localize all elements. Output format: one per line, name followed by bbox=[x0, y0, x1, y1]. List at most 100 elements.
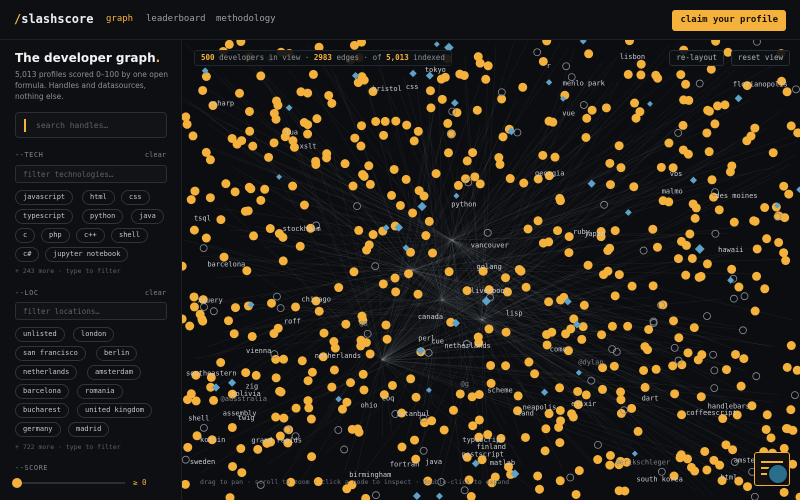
loc-chip[interactable]: romania bbox=[77, 384, 123, 399]
developer-node bbox=[387, 190, 397, 200]
graph-edge bbox=[441, 201, 545, 301]
loc-chip[interactable]: berlin bbox=[96, 346, 138, 361]
graph-edge bbox=[481, 49, 755, 321]
graph-edge bbox=[249, 359, 383, 418]
graph-edge bbox=[441, 299, 682, 489]
graph-edge bbox=[381, 359, 574, 376]
graph-edge bbox=[381, 286, 406, 361]
reset-view-button[interactable]: reset view bbox=[730, 50, 790, 66]
graph-node-label: menlo park bbox=[563, 79, 606, 87]
loc-chip[interactable]: london bbox=[73, 327, 115, 342]
unscored-node bbox=[649, 317, 658, 326]
developer-node bbox=[587, 105, 597, 115]
tech-chip[interactable]: html bbox=[82, 190, 115, 205]
tech-chip[interactable]: python bbox=[82, 209, 124, 224]
graph-edge bbox=[451, 239, 592, 418]
graph-nodes[interactable] bbox=[182, 40, 800, 500]
graph-edge bbox=[287, 69, 453, 241]
developer-node bbox=[312, 114, 322, 124]
developer-node bbox=[314, 42, 324, 52]
developer-node bbox=[368, 230, 378, 240]
relayout-button[interactable]: re-layout bbox=[669, 50, 724, 66]
developer-node bbox=[327, 98, 337, 108]
developer-node bbox=[439, 425, 449, 435]
developer-node bbox=[614, 141, 624, 151]
tech-filter-input[interactable]: filter technologies… bbox=[15, 165, 167, 183]
loc-chip[interactable]: barcelona bbox=[15, 384, 69, 399]
tech-node bbox=[471, 459, 480, 468]
graph-network[interactable]: neapolis @erikschleger @8 @dylan @ausstralia… bbox=[182, 40, 800, 500]
graph-edge bbox=[411, 269, 524, 467]
tech-chip[interactable]: c bbox=[15, 228, 36, 243]
graph-node-label: dart bbox=[642, 394, 659, 402]
graph-edge bbox=[441, 284, 633, 301]
graph-edge bbox=[329, 299, 443, 408]
developer-node bbox=[609, 361, 619, 371]
developer-node bbox=[340, 159, 350, 169]
graph-node-label: coffeescript bbox=[686, 409, 737, 417]
graph-edge bbox=[381, 142, 736, 361]
loc-chip[interactable]: san francisco bbox=[15, 346, 86, 361]
nav-leaderboard[interactable]: leaderboard bbox=[146, 14, 206, 24]
tech-chip[interactable]: c# bbox=[15, 247, 40, 262]
loc-chip[interactable]: united kingdom bbox=[77, 403, 153, 418]
developer-node bbox=[631, 113, 641, 123]
developer-node bbox=[547, 327, 557, 337]
tech-chip[interactable]: css bbox=[121, 190, 150, 205]
score-slider[interactable] bbox=[12, 478, 125, 488]
unscored-node bbox=[773, 212, 782, 221]
loc-chip[interactable]: netherlands bbox=[15, 365, 78, 380]
tech-chip[interactable]: c++ bbox=[76, 228, 105, 243]
developer-node bbox=[188, 131, 198, 141]
graph-node-label: vue bbox=[562, 109, 575, 117]
tech-chip[interactable]: java bbox=[131, 209, 164, 224]
tech-clear-button[interactable]: clear bbox=[144, 151, 166, 159]
claim-profile-button[interactable]: claim your profile bbox=[672, 10, 786, 31]
graph-node-label: grand rapids bbox=[251, 437, 302, 445]
loc-clear-button[interactable]: clear bbox=[144, 289, 166, 297]
tech-chip[interactable]: shell bbox=[111, 228, 149, 243]
graph-node-label: south korea bbox=[636, 476, 682, 484]
loc-chip[interactable]: madrid bbox=[68, 422, 110, 437]
developer-node bbox=[401, 174, 411, 184]
graph-edge bbox=[276, 176, 443, 301]
nav-methodology[interactable]: methodology bbox=[216, 14, 276, 24]
score-slider-handle[interactable] bbox=[12, 478, 22, 488]
terminal-icon[interactable] bbox=[754, 452, 790, 486]
graph-edge bbox=[208, 146, 453, 241]
loc-chip[interactable]: unlisted bbox=[15, 327, 65, 342]
graph-edge bbox=[481, 319, 495, 358]
graph-edge bbox=[381, 161, 584, 361]
loc-chip[interactable]: bucharest bbox=[15, 403, 69, 418]
nav-graph[interactable]: graph bbox=[106, 14, 134, 24]
developer-node bbox=[428, 248, 438, 258]
search-input[interactable]: search handles… bbox=[15, 112, 167, 138]
graph-node-label: netherlands bbox=[315, 352, 361, 360]
unscored-node bbox=[464, 178, 473, 187]
developer-node bbox=[247, 331, 257, 341]
developer-node bbox=[596, 227, 606, 237]
tech-chip[interactable]: php bbox=[41, 228, 70, 243]
developer-node bbox=[365, 349, 375, 359]
graph-canvas[interactable]: neapolis @erikschleger @8 @dylan @ausstralia… bbox=[182, 40, 800, 500]
graph-node-label: malmo bbox=[662, 187, 683, 195]
tech-chip[interactable]: javascript bbox=[15, 190, 74, 205]
graph-edge bbox=[261, 269, 413, 297]
loc-filter-input[interactable]: filter locations… bbox=[15, 302, 167, 320]
loc-chip[interactable]: amsterdam bbox=[87, 365, 141, 380]
developer-node bbox=[365, 179, 375, 189]
loc-chip[interactable]: germany bbox=[15, 422, 61, 437]
unscored-node bbox=[711, 188, 719, 197]
developer-node bbox=[420, 418, 430, 428]
developer-node bbox=[462, 452, 472, 462]
developer-node bbox=[466, 492, 476, 500]
developer-node bbox=[523, 224, 533, 234]
developer-node bbox=[782, 87, 792, 97]
graph-node-label: birmingham bbox=[349, 471, 391, 479]
tech-chip[interactable]: jupyter notebook bbox=[45, 247, 129, 262]
graph-node-label: istanbul bbox=[396, 410, 430, 418]
developer-node bbox=[264, 152, 274, 162]
tech-chip[interactable]: typescript bbox=[15, 209, 74, 224]
graph-edge bbox=[420, 267, 483, 321]
logo[interactable]: /slashscore bbox=[14, 12, 94, 26]
